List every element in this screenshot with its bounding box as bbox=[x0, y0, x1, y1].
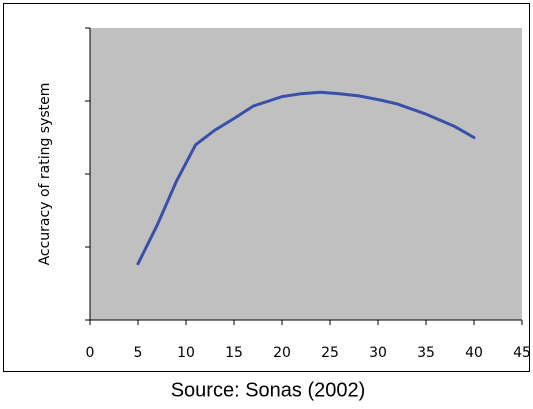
plot-area bbox=[90, 28, 522, 320]
x-tick-label: 45 bbox=[513, 345, 531, 361]
plot: 0 5 10 15 20 25 30 35 40 45 bbox=[85, 27, 531, 361]
x-tick-label: 10 bbox=[177, 345, 195, 361]
y-axis-label: Accuracy of rating system bbox=[37, 83, 53, 266]
x-tick-label: 5 bbox=[134, 345, 143, 361]
x-tick-label: 20 bbox=[273, 345, 291, 361]
x-tick-label: 30 bbox=[369, 345, 387, 361]
caption: Source: Sonas (2002) bbox=[171, 379, 366, 401]
x-tick-label: 40 bbox=[465, 345, 483, 361]
data-line bbox=[136, 90, 476, 266]
x-tick-label: 0 bbox=[86, 345, 95, 361]
x-tick-label: 25 bbox=[321, 345, 339, 361]
x-tick-label: 35 bbox=[417, 345, 435, 361]
x-tick-label: 15 bbox=[225, 345, 243, 361]
